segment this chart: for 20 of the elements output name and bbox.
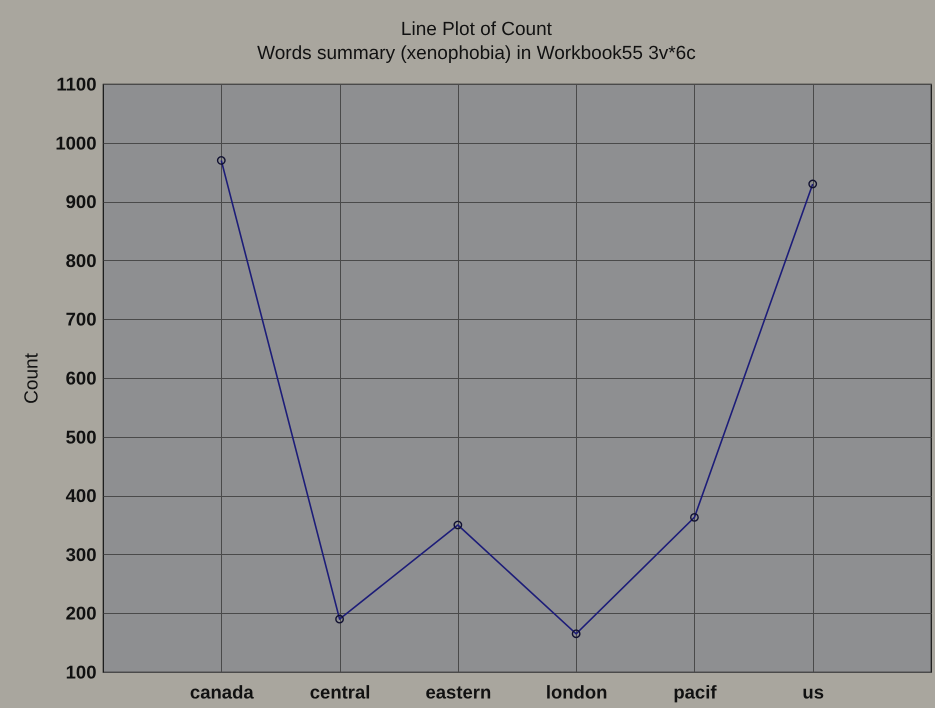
- chart-title: Line Plot of Count: [400, 19, 553, 40]
- x-tick-label: canada: [190, 682, 254, 702]
- y-tick-label: 700: [66, 308, 96, 330]
- x-tick-label: central: [310, 682, 370, 702]
- x-tick-label: eastern: [425, 682, 492, 702]
- chart-subtitle: Words summary (xenophobia) in Workbook55 3v*6c: [257, 43, 696, 64]
- y-tick-label: 1000: [55, 132, 96, 154]
- x-tick-label: pacif: [673, 682, 718, 702]
- x-tick-label: london: [546, 682, 608, 702]
- y-tick-label: 300: [66, 544, 96, 565]
- y-tick-label: 200: [66, 602, 96, 624]
- y-tick-label: 1100: [56, 74, 96, 94]
- y-tick-label: 400: [66, 485, 96, 506]
- y-tick-label: 800: [66, 250, 96, 271]
- y-tick-label: 600: [66, 368, 96, 388]
- x-tick-label: us: [802, 682, 824, 702]
- y-tick-label: 100: [66, 662, 96, 682]
- y-tick-label: 500: [66, 426, 96, 448]
- y-tick-label: 900: [66, 191, 96, 212]
- y-axis-title: Count: [21, 352, 42, 404]
